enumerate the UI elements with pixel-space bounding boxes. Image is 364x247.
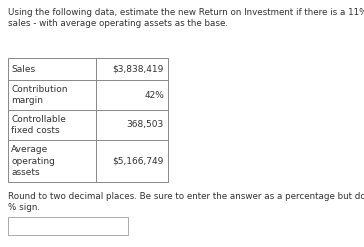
- Text: Sales: Sales: [11, 64, 35, 74]
- Text: $3,838,419: $3,838,419: [112, 64, 164, 74]
- Text: Contribution
margin: Contribution margin: [11, 85, 67, 105]
- Text: sales - with average operating assets as the base.: sales - with average operating assets as…: [8, 19, 228, 28]
- Bar: [8, 217, 128, 235]
- Text: 368,503: 368,503: [127, 121, 164, 129]
- Text: 42%: 42%: [144, 90, 164, 100]
- Text: Round to two decimal places. Be sure to enter the answer as a percentage but do : Round to two decimal places. Be sure to …: [8, 192, 364, 201]
- Text: Using the following data, estimate the new Return on Investment if there is a 11: Using the following data, estimate the n…: [8, 8, 364, 17]
- Bar: [8, 58, 168, 182]
- Text: % sign.: % sign.: [8, 203, 40, 212]
- Text: Average
operating
assets: Average operating assets: [11, 145, 55, 177]
- Text: $5,166,749: $5,166,749: [112, 157, 164, 165]
- Text: Controllable
fixed costs: Controllable fixed costs: [11, 115, 66, 135]
